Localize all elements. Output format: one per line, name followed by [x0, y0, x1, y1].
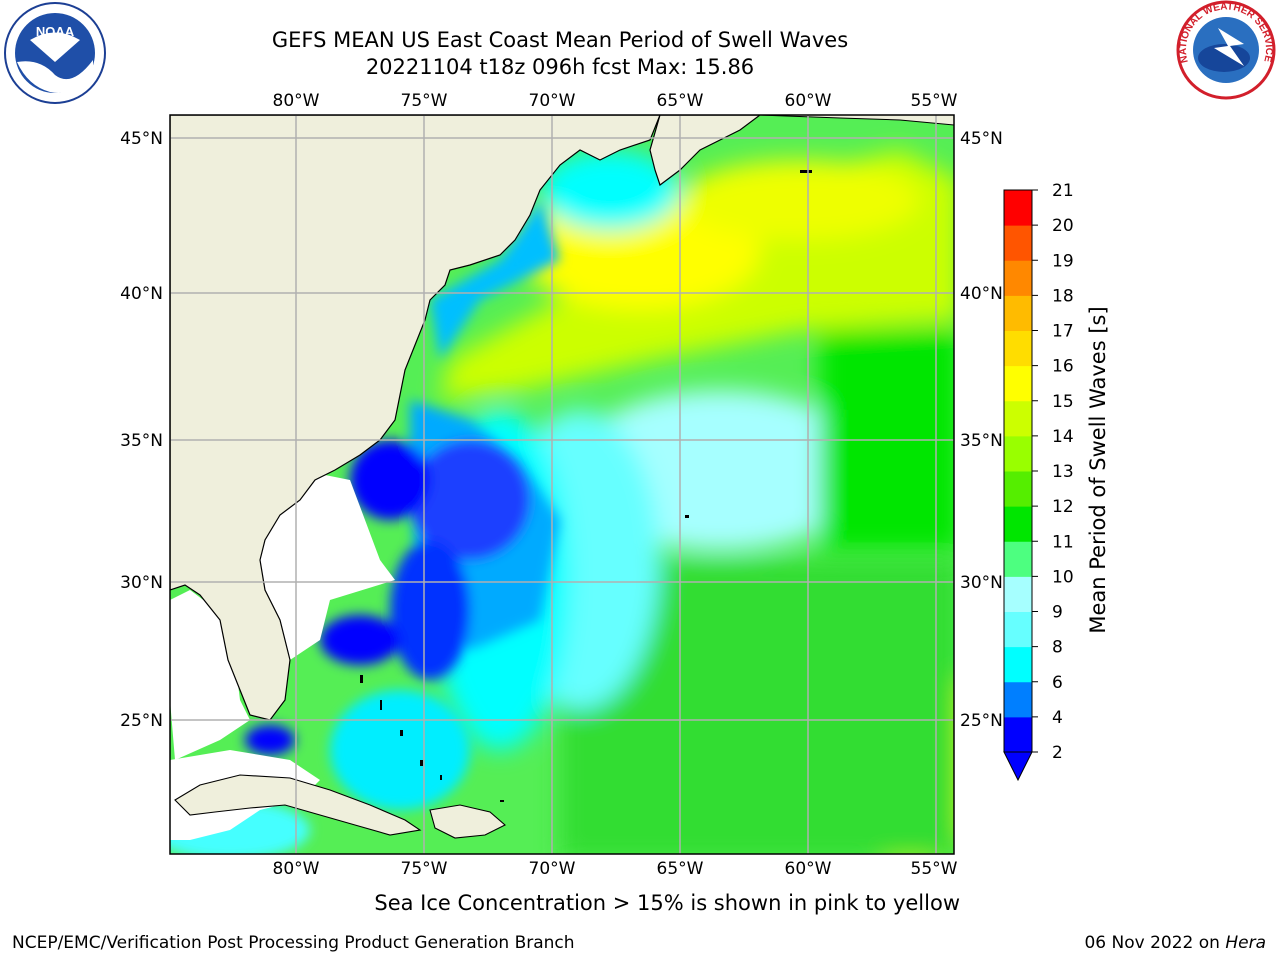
colorbar-tick-label: 2 — [1052, 743, 1063, 763]
nws-logo: NATIONAL WEATHER SERVICE — [1176, 0, 1276, 100]
lon-label: 75°W — [401, 91, 448, 111]
colorbar-segment — [1004, 295, 1032, 331]
lon-label: 75°W — [401, 859, 448, 879]
colorbar-tick-label: 18 — [1052, 286, 1074, 306]
lon-label: 80°W — [273, 859, 320, 879]
colorbar-tick-label: 8 — [1052, 638, 1063, 658]
lon-label: 70°W — [529, 91, 576, 111]
colorbar-tick-label: 13 — [1052, 462, 1074, 482]
lon-label: 60°W — [785, 91, 832, 111]
colorbar-tick-label: 16 — [1052, 357, 1074, 377]
colorbar-tick-label: 15 — [1052, 392, 1074, 412]
noaa-logo-text: NOAA — [36, 24, 75, 39]
lat-label: 30°N — [120, 573, 163, 593]
colorbar-under-arrow — [1003, 751, 1033, 782]
colorbar-tick-label: 12 — [1052, 497, 1074, 517]
lat-label: 25°N — [120, 711, 163, 731]
map-plot-area — [170, 115, 954, 854]
colorbar-tick-label: 6 — [1052, 673, 1063, 693]
colorbar-segment — [1004, 471, 1032, 507]
lon-label: 80°W — [273, 91, 320, 111]
colorbar-segment — [1004, 681, 1032, 718]
colorbar-tick-label: 21 — [1052, 181, 1074, 201]
lat-label: 35°N — [120, 431, 163, 451]
chart-subtitle: 20221104 t18z 096h fcst Max: 15.86 — [365, 55, 755, 79]
colorbar-segment — [1004, 330, 1032, 367]
footer-machine: Hera — [1225, 933, 1266, 953]
lon-label: 55°W — [911, 859, 958, 879]
lat-label: 40°N — [120, 284, 163, 304]
lat-labels-right: 45°N 40°N 35°N 30°N 25°N — [960, 129, 1003, 731]
lon-label: 65°W — [657, 859, 704, 879]
colorbar-tick-label: 11 — [1052, 532, 1074, 552]
chart-title: GEFS MEAN US East Coast Mean Period of S… — [271, 28, 849, 52]
colorbar-segment — [1004, 646, 1032, 683]
colorbar-segment — [1004, 435, 1032, 472]
colorbar-tick-label: 17 — [1052, 322, 1074, 342]
lat-label: 30°N — [960, 573, 1003, 593]
footer-date: 06 Nov 2022 on Hera — [1084, 933, 1266, 953]
map-frame — [169, 114, 955, 855]
sea-ice-note: Sea Ice Concentration > 15% is shown in … — [374, 891, 960, 915]
colorbar-segment — [1004, 400, 1032, 437]
map-gridlines — [170, 115, 954, 854]
lon-label: 70°W — [529, 859, 576, 879]
lon-label: 60°W — [785, 859, 832, 879]
colorbar-segment — [1004, 365, 1032, 402]
noaa-logo: NOAA — [4, 2, 106, 104]
lat-label: 45°N — [120, 129, 163, 149]
footer-credit: NCEP/EMC/Verification Post Processing Pr… — [12, 933, 575, 953]
lat-label: 45°N — [960, 129, 1003, 149]
lat-label: 25°N — [960, 711, 1003, 731]
colorbar-tick-label: 20 — [1052, 216, 1074, 236]
lat-label: 35°N — [960, 431, 1003, 451]
lat-label: 40°N — [960, 284, 1003, 304]
lon-labels-top: 80°W 75°W 70°W 65°W 60°W 55°W — [273, 91, 958, 111]
lon-labels-bottom: 80°W 75°W 70°W 65°W 60°W 55°W — [273, 859, 958, 879]
lon-label: 55°W — [911, 91, 958, 111]
colorbar-tick-label: 4 — [1052, 708, 1063, 728]
colorbar-segment — [1004, 225, 1032, 261]
colorbar-tick-label: 9 — [1052, 603, 1063, 623]
colorbar-segment — [1004, 190, 1032, 226]
colorbar-tick-label: 19 — [1052, 251, 1074, 271]
colorbar: 2 4 6 8 9 10 11 12 13 14 15 16 17 18 19 20 21 — [1003, 181, 1074, 782]
colorbar-segment — [1004, 716, 1032, 753]
lat-labels-left: 45°N 40°N 35°N 30°N 25°N — [120, 129, 163, 731]
colorbar-segment — [1004, 506, 1032, 542]
colorbar-label: Mean Period of Swell Waves [s] — [1086, 306, 1110, 634]
lon-label: 65°W — [657, 91, 704, 111]
colorbar-segment — [1004, 260, 1032, 296]
colorbar-segment — [1004, 576, 1032, 612]
colorbar-segment — [1004, 611, 1032, 648]
footer-date-text: 06 Nov 2022 on — [1084, 933, 1226, 953]
colorbar-segment — [1004, 541, 1032, 577]
colorbar-tick-label: 10 — [1052, 567, 1074, 587]
colorbar-tick-label: 14 — [1052, 427, 1074, 447]
